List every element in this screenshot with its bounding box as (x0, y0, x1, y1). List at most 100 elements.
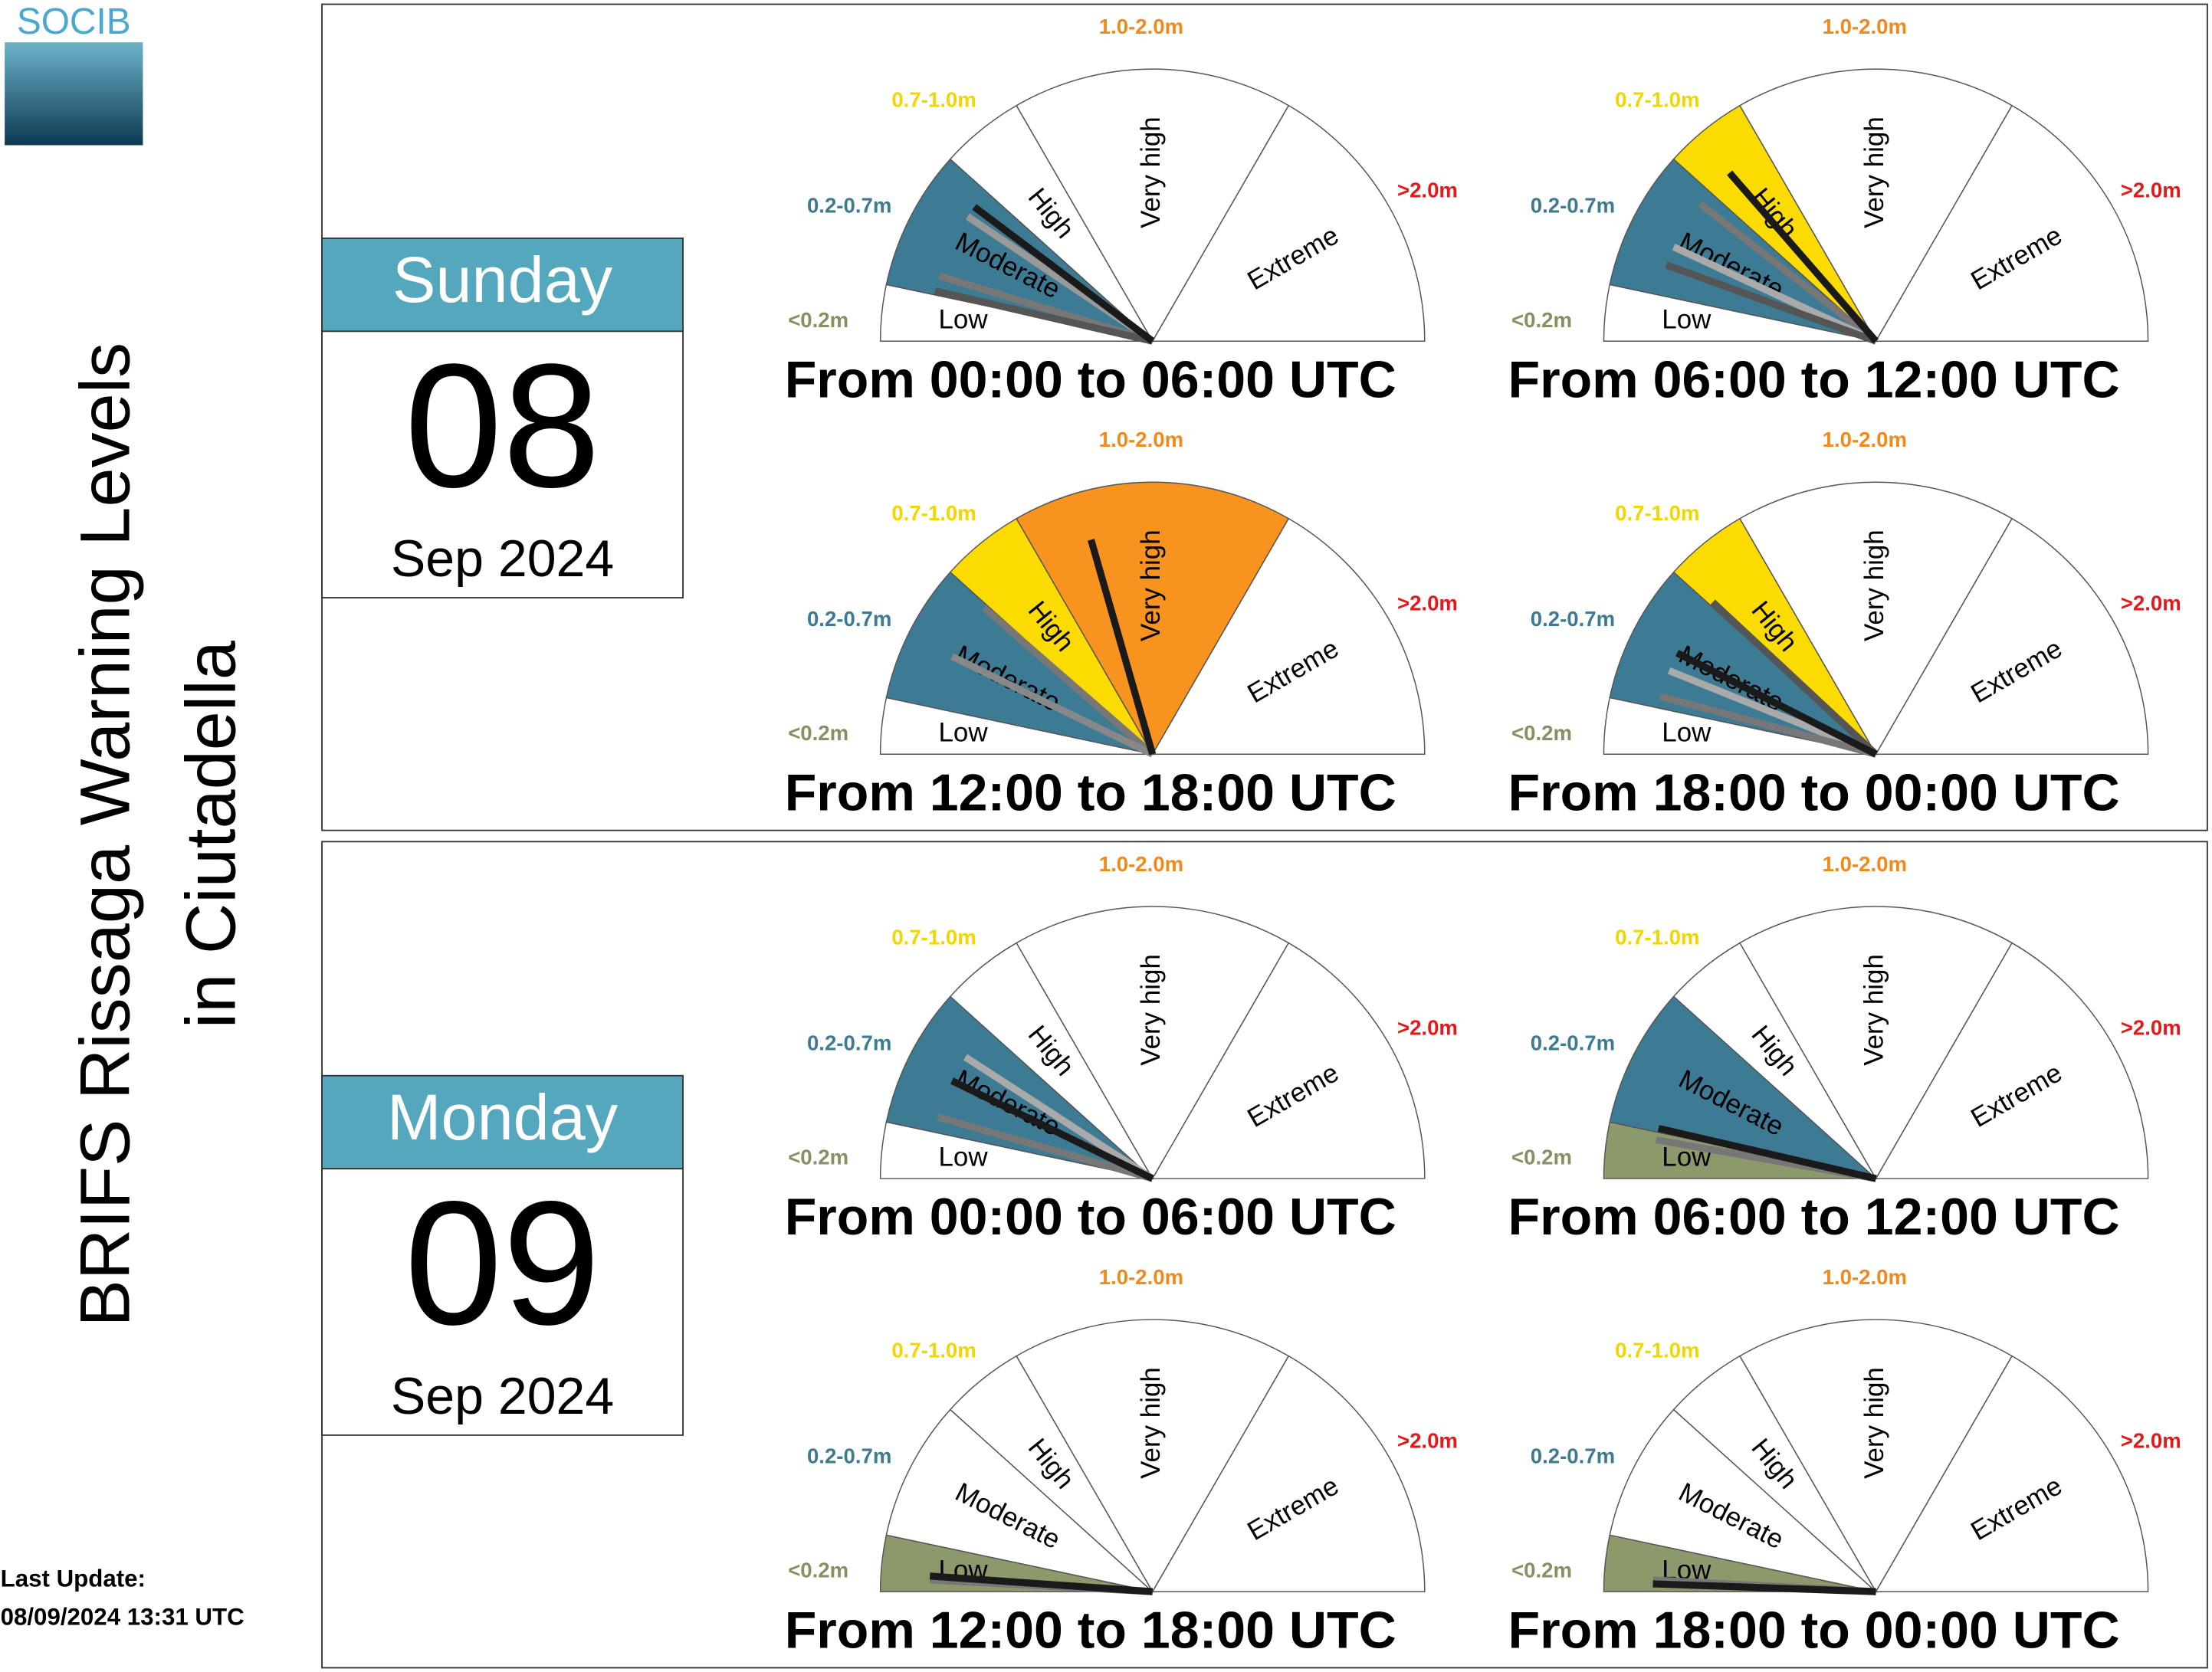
range-label: 1.0-2.0m (1099, 15, 1183, 38)
range-label: 0.2-0.7m (807, 1444, 891, 1468)
day-header (321, 1074, 684, 1170)
range-label: 0.7-1.0m (891, 501, 976, 525)
range-label: 1.0-2.0m (1823, 15, 1907, 38)
range-label: 1.0-2.0m (1099, 428, 1183, 451)
needle (937, 1113, 1154, 1182)
range-label: >2.0m (1397, 1015, 1458, 1039)
range-label: 0.2-0.7m (1531, 1444, 1615, 1468)
level-label: Very high (1859, 954, 1889, 1066)
level-label: Very high (1136, 1367, 1166, 1479)
range-label: >2.0m (1397, 178, 1458, 202)
range-label: <0.2m (788, 308, 848, 332)
range-label: 1.0-2.0m (1099, 852, 1183, 876)
needle (950, 1077, 1154, 1182)
sector (1738, 906, 2013, 1180)
range-label: >2.0m (1397, 592, 1458, 615)
range-label: >2.0m (2121, 1015, 2181, 1039)
range-label: 1.0-2.0m (1823, 428, 1907, 451)
period: From 18:00 to 00:00 UTC (1508, 1601, 2120, 1659)
range-label: >2.0m (2121, 178, 2181, 202)
level-label: Low (1662, 304, 1712, 334)
day-number: 08 (405, 327, 601, 524)
period: From 06:00 to 12:00 UTC (1508, 350, 2120, 408)
level-label: Low (938, 304, 988, 334)
range-label: 1.0-2.0m (1823, 852, 1907, 876)
sector (1738, 481, 2013, 756)
range-label: 0.7-1.0m (1615, 1339, 1699, 1362)
sector (1875, 517, 2149, 756)
range-label: 0.7-1.0m (1615, 926, 1699, 949)
range-label: 0.7-1.0m (891, 88, 976, 112)
sector (1151, 517, 1426, 756)
day-box (321, 1168, 684, 1436)
day-header (321, 238, 684, 333)
level-label: Very high (1859, 1367, 1889, 1479)
needle (929, 1572, 1154, 1595)
range-label: 0.2-0.7m (807, 1031, 891, 1055)
range-label: 0.2-0.7m (1531, 607, 1615, 631)
sector (1016, 906, 1290, 1180)
range-label: 0.7-1.0m (891, 926, 976, 949)
sector (885, 571, 1155, 756)
level-label: Very high (1136, 529, 1166, 641)
sector (885, 1408, 1155, 1593)
sector (1016, 481, 1290, 756)
level-label: Very high (1859, 529, 1889, 641)
period: From 06:00 to 12:00 UTC (1508, 1188, 2120, 1246)
needle (950, 653, 1154, 758)
month-year: Sep 2024 (391, 529, 614, 588)
range-label: 0.2-0.7m (807, 607, 891, 631)
needle (934, 287, 1154, 345)
needle (1710, 599, 1879, 757)
needle (1727, 170, 1879, 344)
needle (1675, 650, 1878, 758)
logo-text: SOCIB (17, 2, 131, 42)
needle (1088, 539, 1157, 756)
level-label: Low (938, 1142, 988, 1172)
level-label: Very high (1859, 116, 1889, 228)
level-label: Low (938, 718, 988, 748)
logo: SOCIB (5, 2, 143, 146)
sector (1151, 1355, 1426, 1592)
sector (1016, 1319, 1290, 1593)
range-label: <0.2m (788, 1559, 848, 1582)
needle (1665, 261, 1878, 345)
period: From 18:00 to 00:00 UTC (1508, 763, 2120, 821)
period: From 00:00 to 06:00 UTC (785, 1188, 1396, 1246)
title: in Ciutadella (172, 640, 250, 1028)
period: From 00:00 to 06:00 UTC (785, 350, 1396, 408)
sector (1738, 1319, 2013, 1593)
needle (1657, 1125, 1877, 1182)
update-time: 08/09/2024 13:31 UTC (1, 1603, 245, 1630)
range-label: 1.0-2.0m (1099, 1265, 1183, 1289)
needle (981, 605, 1155, 757)
range-label: 1.0-2.0m (1823, 1265, 1907, 1289)
period: From 12:00 to 18:00 UTC (785, 763, 1396, 821)
range-label: <0.2m (1511, 308, 1572, 332)
sector (1609, 1408, 1879, 1593)
day-number: 09 (405, 1165, 601, 1362)
sector (1875, 1355, 2149, 1592)
sector (1875, 942, 2149, 1179)
needle (1652, 1580, 1876, 1595)
range-label: <0.2m (788, 721, 848, 745)
range-label: <0.2m (1511, 1559, 1572, 1582)
sector (1875, 104, 2149, 342)
range-label: >2.0m (2121, 1428, 2181, 1452)
needle (963, 1054, 1155, 1182)
range-label: 0.2-0.7m (1531, 1031, 1615, 1055)
level-label: Very high (1136, 116, 1166, 228)
range-label: >2.0m (2121, 592, 2181, 615)
sector (1738, 68, 2013, 343)
level-label: Very high (1136, 954, 1166, 1066)
weekday: Monday (387, 1080, 619, 1153)
update-label: Last Update: (1, 1565, 146, 1592)
weekday: Sunday (392, 243, 613, 316)
period: From 12:00 to 18:00 UTC (785, 1601, 1396, 1659)
